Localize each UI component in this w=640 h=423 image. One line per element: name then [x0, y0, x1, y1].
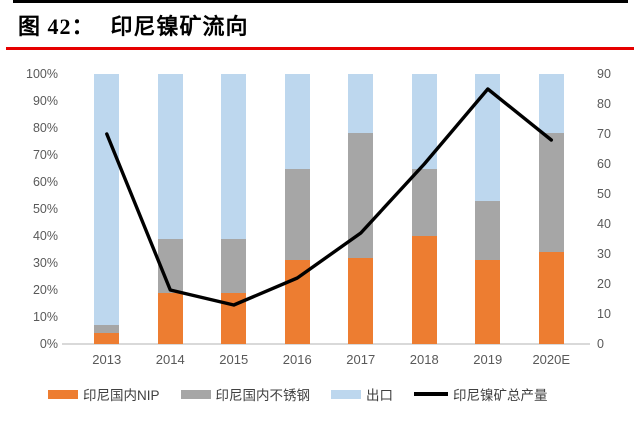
left-axis-tick: 40% [32, 229, 58, 243]
x-axis-tick: 2020E [532, 352, 571, 367]
bar-segment [221, 238, 247, 293]
bar-segment [157, 292, 183, 344]
top-border-line [13, 0, 628, 3]
total-production-line [105, 87, 553, 307]
left-axis-tick: 30% [32, 256, 58, 270]
bar-segment [94, 325, 120, 334]
left-axis-tick: 10% [32, 310, 58, 324]
bar-segment [538, 252, 564, 344]
stacked-bars [75, 74, 583, 344]
legend-label: 印尼国内NIP [83, 388, 160, 403]
bar-segment [284, 260, 310, 344]
legend-color-swatch [180, 389, 211, 399]
bar-segment [411, 236, 437, 344]
bar-segment [538, 74, 564, 134]
right-axis-tick: 20 [597, 277, 611, 291]
bar-slot-2015 [202, 74, 266, 344]
figure-title: 图 42： 印尼镍矿流向 [18, 9, 249, 41]
legend-label: 印尼国内不锈钢 [215, 388, 311, 403]
x-axis-baseline [62, 343, 590, 345]
bar-segment [348, 74, 374, 134]
left-axis-tick: 0% [39, 337, 58, 351]
bar-slot-2014 [139, 74, 203, 344]
left-axis-tick: 60% [32, 175, 58, 189]
bar-slot-2020E [520, 74, 584, 344]
x-axis-labels: 2013 2014 2015 2016 2017 2018 2019 2020E [75, 352, 583, 367]
right-axis-tick: 80 [597, 97, 611, 111]
right-axis-tick: 10 [597, 307, 611, 321]
stacked-bar-2016 [284, 74, 310, 344]
figure-number-label: 图 42： [18, 14, 95, 39]
stacked-bar-2018 [411, 74, 437, 344]
title-underline-rule [6, 47, 634, 50]
legend-color-swatch [331, 389, 362, 399]
legend-label: 出口 [366, 388, 394, 403]
x-axis-tick: 2014 [155, 352, 185, 367]
legend-line-swatch [414, 392, 449, 396]
plot-area [75, 74, 583, 344]
figure-name-label: 印尼镍矿流向 [110, 14, 249, 39]
right-axis-tick: 60 [597, 157, 611, 171]
bar-segment [538, 133, 564, 253]
bar-segment [475, 200, 501, 261]
legend-item: 印尼镍矿总产量 [414, 384, 548, 404]
total-production-polyline [105, 87, 553, 307]
left-axis-tick: 70% [32, 148, 58, 162]
bar-segment [475, 260, 501, 344]
right-axis-tick: 70 [597, 127, 611, 141]
left-axis-tick: 100% [26, 67, 58, 81]
legend-item: 印尼国内NIP [48, 384, 160, 404]
right-axis-tick: 40 [597, 217, 611, 231]
right-y-axis: 90 80 70 60 50 40 30 20 10 0 [597, 67, 635, 351]
x-axis-tick: 2019 [473, 352, 503, 367]
bar-segment [94, 74, 120, 326]
bar-segment [284, 74, 310, 169]
x-axis-tick: 2016 [282, 352, 312, 367]
right-axis-tick: 90 [597, 67, 611, 81]
stacked-bar-2015 [221, 74, 247, 344]
bar-segment [157, 74, 183, 239]
stacked-bar-2014 [157, 74, 183, 344]
left-axis-tick: 50% [32, 202, 58, 216]
x-axis-tick: 2017 [346, 352, 376, 367]
legend-item: 出口 [331, 384, 393, 404]
x-axis-tick: 2018 [409, 352, 439, 367]
bar-slot-2016 [266, 74, 330, 344]
bar-segment [221, 74, 247, 239]
stacked-bar-2019 [475, 74, 501, 344]
bar-segment [411, 168, 437, 236]
bar-segment [348, 257, 374, 344]
left-axis-tick: 20% [32, 283, 58, 297]
bar-slot-2013 [75, 74, 139, 344]
chart-legend: 印尼国内NIP 印尼国内不锈钢 出口 印尼镍矿总产量 [48, 384, 608, 404]
legend-label: 印尼镍矿总产量 [453, 388, 548, 403]
left-axis-tick: 90% [32, 94, 58, 108]
right-axis-tick: 50 [597, 187, 611, 201]
x-axis-tick: 2015 [219, 352, 249, 367]
stacked-bar-2020E [538, 74, 564, 344]
left-axis-tick: 80% [32, 121, 58, 135]
bar-segment [94, 333, 120, 344]
bar-slot-2019 [456, 74, 520, 344]
right-axis-tick: 30 [597, 247, 611, 261]
bar-segment [284, 168, 310, 261]
right-axis-tick: 0 [597, 337, 604, 351]
stacked-bar-2013 [94, 74, 120, 344]
bar-slot-2018 [393, 74, 457, 344]
legend-color-swatch [48, 389, 78, 399]
legend-item: 印尼国内不锈钢 [180, 384, 311, 404]
left-y-axis: 100% 90% 80% 70% 60% 50% 40% 30% 20% 10% 0% [10, 67, 58, 351]
x-axis-tick: 2013 [92, 352, 122, 367]
